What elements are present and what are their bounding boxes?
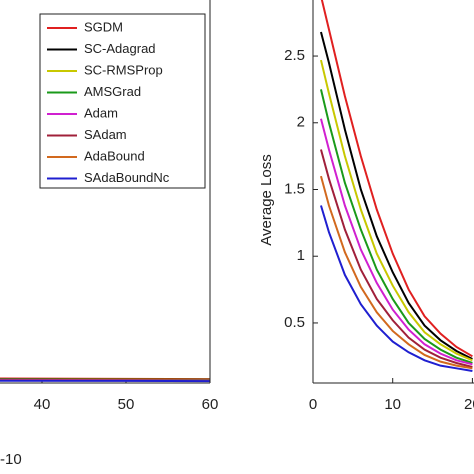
series-line bbox=[320, 118, 473, 366]
legend-label: SC-RMSProp bbox=[84, 62, 163, 77]
series-line bbox=[320, 175, 473, 370]
y-tick-label: 2 bbox=[297, 114, 305, 131]
series-line bbox=[319, 59, 473, 362]
legend-label: SC-Adagrad bbox=[84, 41, 156, 56]
legend-label: AdaBound bbox=[84, 148, 145, 163]
x-tick-label: 40 bbox=[34, 396, 51, 413]
legend-label: SAdam bbox=[84, 127, 127, 142]
series-line bbox=[320, 205, 473, 372]
series-line bbox=[320, 149, 473, 368]
series-line bbox=[320, 31, 473, 360]
x-tick-label: 0 bbox=[309, 396, 317, 413]
y-tick-label: 1 bbox=[297, 247, 305, 264]
x-tick-label: 10 bbox=[384, 396, 401, 413]
legend: SGDM SC-Adagrad SC-RMSProp AMSGrad Adam SAdam… bbox=[39, 13, 206, 189]
y-tick-label: 1.5 bbox=[284, 180, 305, 197]
legend-label: Adam bbox=[84, 105, 118, 120]
series-line bbox=[319, 89, 473, 364]
legend-box bbox=[39, 13, 206, 189]
y-tick-label: 2.5 bbox=[284, 47, 305, 64]
legend-label: AMSGrad bbox=[84, 84, 141, 99]
legend-label: SGDM bbox=[84, 19, 123, 34]
series-line bbox=[320, 0, 473, 358]
legend-label: SAdaBoundNc bbox=[84, 170, 170, 185]
x-tick-label: 60 bbox=[202, 396, 219, 413]
y-tick-label: 0.5 bbox=[284, 314, 305, 331]
x-tick-label: 20 bbox=[464, 396, 474, 413]
x-tick-label: 50 bbox=[118, 396, 135, 413]
annotation: -10 bbox=[0, 451, 22, 468]
y-axis-label: Average Loss bbox=[258, 154, 275, 245]
